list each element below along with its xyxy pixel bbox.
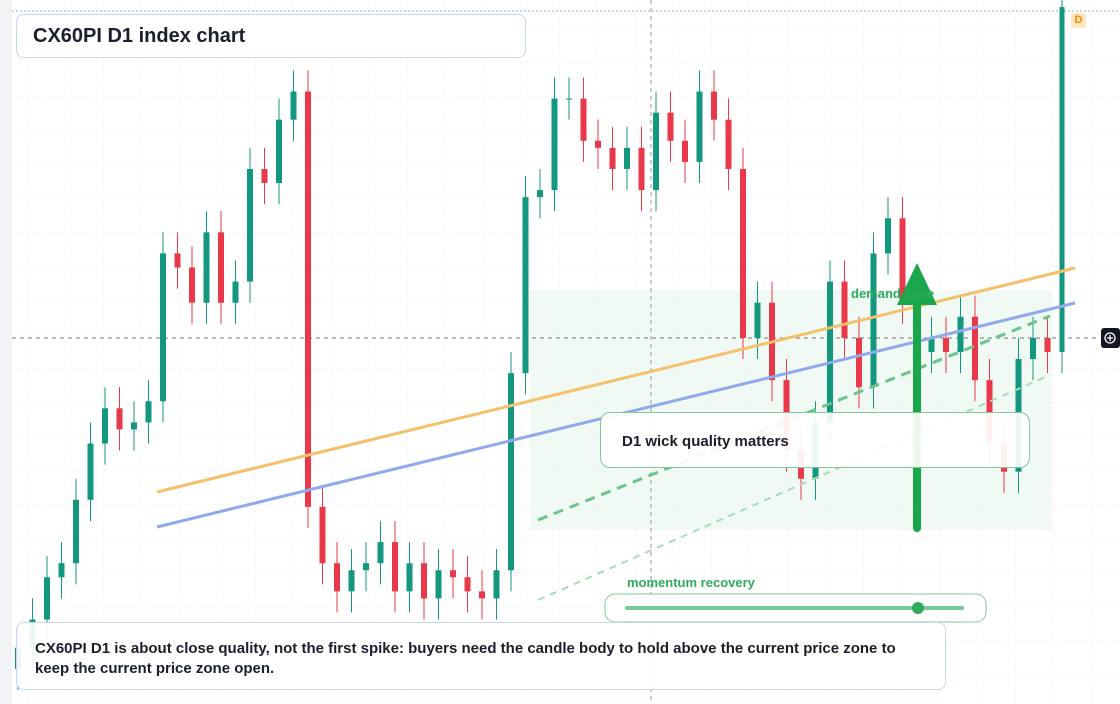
candle-body [73,499,79,564]
candle-body [145,401,152,423]
candle-body [841,281,848,338]
candle-body [580,98,587,141]
candle-body [885,218,891,254]
candle-body [1059,7,1065,352]
candle-body [595,140,601,148]
demand-zone-label: demand zone [851,286,935,301]
candle-body [725,119,732,169]
candle-body [116,408,123,430]
green-arrow-head [897,263,937,305]
candle-body [174,253,181,268]
candle-body [479,591,485,599]
candle-body [986,380,993,444]
candle-body [44,577,50,620]
candle-body [276,119,282,184]
green-dashed-line-lower [537,374,1051,601]
candle-body [827,281,833,423]
momentum-label: momentum recovery [627,575,755,590]
candle-body [957,316,964,352]
candle-body [232,281,239,303]
candle-body [1044,337,1051,352]
candle-body [508,373,514,571]
candle-body [218,232,224,303]
orange-trendline [156,266,1076,494]
candle-body [421,563,427,599]
candle-body [58,563,65,578]
candle-body [943,337,949,352]
candle-body [406,563,413,592]
candle-body [305,91,311,507]
candle-body [435,570,442,599]
candle-body [870,253,877,388]
interval-badge[interactable]: D [1071,13,1086,28]
candle-body [928,337,935,352]
left-edge [0,0,12,704]
candle-body [131,422,137,430]
candle-body [682,140,688,162]
crosshair-button-icon [1104,332,1116,344]
candle-body [160,253,166,402]
candle-body [522,197,529,374]
candle-body [566,98,572,100]
momentum-dot [912,602,924,614]
candle-body [334,563,340,592]
candle-body [493,570,500,599]
candle-body [319,506,326,564]
candle-body [450,570,456,578]
candle-body [1030,337,1036,360]
candle-body [537,190,543,198]
candle-body [377,542,384,564]
candle-body [856,337,862,388]
chart-title: CX60PI D1 index chart [16,14,526,58]
candle-body [754,302,761,338]
candle-body [392,542,398,592]
candle-body [189,267,195,303]
candle-body [363,563,369,571]
candle-body [348,570,355,592]
candle-body [609,147,616,169]
candle-body [261,168,268,184]
candle-body [624,147,630,169]
candle-body [899,218,906,303]
candle-body [551,98,558,191]
wick-callout: D1 wick quality matters [600,412,1030,468]
candle-body [972,316,978,381]
candle-body [740,168,746,338]
candle-body [638,147,645,191]
candle-body [653,112,659,191]
candle-body [102,408,108,444]
candle-body [203,232,210,303]
candle-body [247,168,253,282]
candle-body [87,443,94,500]
candle-body [711,91,717,120]
candle-body [464,577,471,592]
candle-body [696,91,703,162]
crosshair-button-plus [1107,335,1113,341]
note: CX60PI D1 is about close quality, not th… [16,622,946,690]
candle-body [290,91,297,120]
candle-body [667,112,674,141]
